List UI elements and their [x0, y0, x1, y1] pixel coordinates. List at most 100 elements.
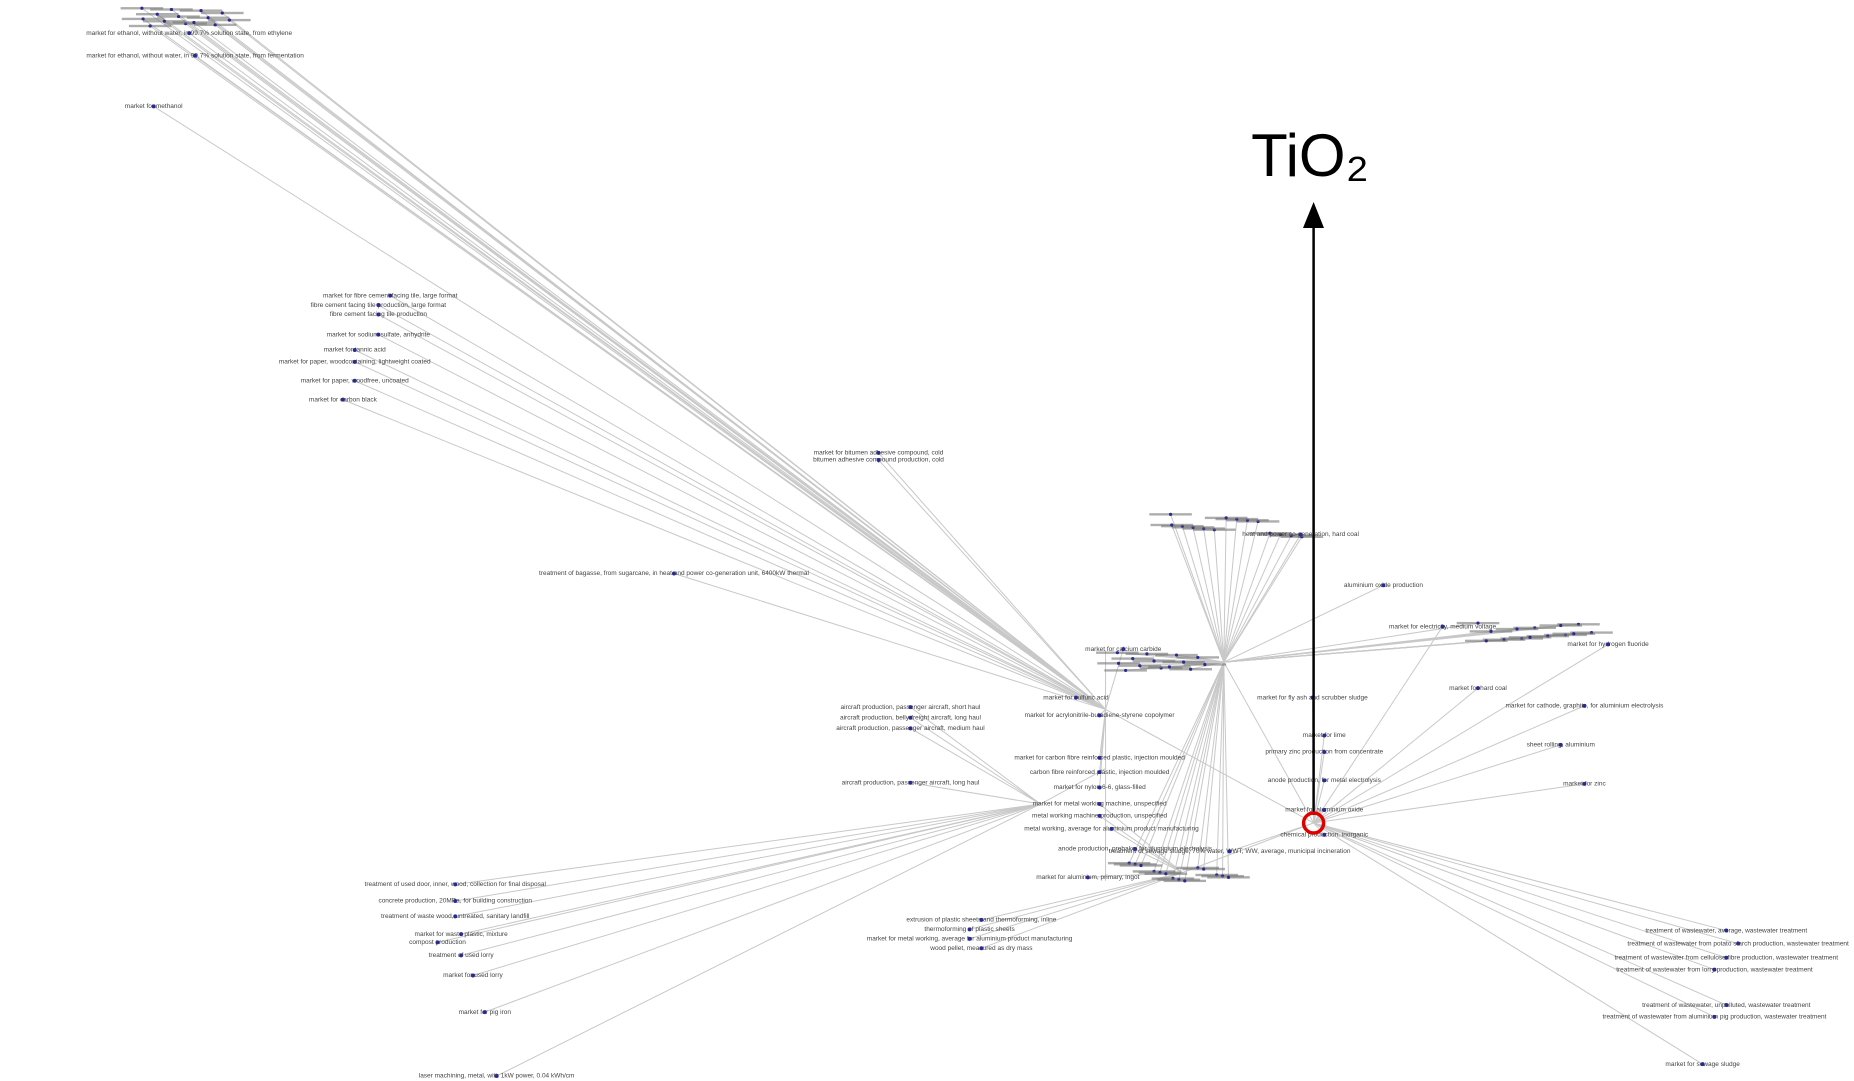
edge [1192, 527, 1225, 663]
node-dot [151, 104, 156, 109]
node-dot [1181, 660, 1186, 664]
edge [1313, 783, 1585, 824]
node-dot [1109, 826, 1114, 831]
edge [1099, 709, 1107, 788]
edge [1223, 520, 1248, 663]
edge [1140, 661, 1225, 866]
node-dot [435, 940, 440, 945]
node-dot [376, 312, 381, 317]
edge [1313, 744, 1561, 824]
edge [969, 872, 1183, 930]
edge [1313, 822, 1739, 945]
edge [1197, 662, 1225, 868]
node-dot [1712, 967, 1717, 972]
node-dot [1700, 1062, 1705, 1067]
node-dot [1475, 686, 1480, 691]
node-dot [192, 20, 196, 25]
node-dot [453, 914, 458, 919]
edge [1105, 708, 1314, 824]
edge [1223, 535, 1292, 663]
edge [221, 12, 1106, 710]
node-dot [1170, 523, 1174, 527]
node-dot [376, 332, 381, 337]
node-dot [967, 927, 972, 932]
edge [1184, 662, 1225, 881]
node-dot [1606, 642, 1611, 647]
edge [1153, 661, 1225, 872]
edge [1313, 822, 1325, 836]
edge [1203, 662, 1225, 870]
node-dot [1322, 778, 1327, 783]
edge [153, 105, 1106, 710]
node-dot [1582, 703, 1587, 708]
node-dot [1133, 846, 1138, 851]
node-dot [199, 9, 203, 13]
node-dot [1712, 1014, 1717, 1019]
edge [910, 706, 1041, 805]
edge [1313, 822, 1715, 971]
node-dot [1203, 662, 1207, 667]
edge [1313, 822, 1715, 1018]
node-dot [1085, 875, 1090, 880]
node-dot [1440, 624, 1445, 629]
overlay: TiO₂ [1251, 122, 1369, 835]
edge [378, 304, 1106, 710]
edge [188, 32, 1106, 710]
edge [1313, 687, 1479, 824]
node-dot [453, 882, 458, 887]
node-dot [1196, 655, 1200, 660]
node-dot [1724, 928, 1729, 933]
edge [1213, 529, 1225, 663]
node-dot [1227, 849, 1232, 854]
edge [342, 399, 1106, 710]
node-dot [155, 12, 159, 16]
edge [1223, 661, 1315, 824]
node-dot [1736, 941, 1741, 946]
edge [389, 295, 1106, 710]
edge [1171, 524, 1225, 663]
edge [1159, 661, 1225, 873]
arrow-label: TiO₂ [1251, 122, 1369, 189]
node-dot [876, 450, 881, 455]
node-dot [494, 1073, 499, 1078]
node-dot [352, 359, 357, 364]
nodes: market for ethanol, without water, in 99… [86, 6, 1849, 1080]
node-dot [220, 11, 224, 15]
node-dot [162, 19, 166, 23]
edge [194, 55, 1106, 710]
edge [1313, 822, 1727, 932]
edge [1313, 705, 1585, 824]
edge [910, 717, 1041, 805]
node-dot [1381, 583, 1386, 588]
edge [455, 803, 1041, 902]
node-dot [213, 23, 217, 27]
highlight-circle [1301, 811, 1326, 835]
node-dot [1489, 629, 1493, 634]
edge [1223, 622, 1479, 663]
node-dot [187, 31, 192, 36]
node-dot [1476, 621, 1480, 625]
node-dot [967, 936, 972, 941]
node-dot [140, 6, 144, 10]
edge [1223, 519, 1238, 663]
node-dot [1528, 635, 1532, 639]
node-dot [1097, 770, 1102, 775]
node-dot [1168, 512, 1173, 516]
edge [1313, 822, 1727, 959]
edge [1165, 662, 1225, 874]
edge [1040, 768, 1106, 805]
node-dot [908, 780, 913, 785]
edge [1222, 662, 1225, 877]
node-dot [1097, 785, 1102, 790]
node-dot [193, 53, 198, 58]
edge [910, 727, 1041, 805]
node-dot [1515, 627, 1519, 631]
node-dot [1724, 1003, 1729, 1008]
node-dot [1298, 532, 1303, 537]
node-dot [1097, 755, 1102, 760]
node-dot [1115, 651, 1119, 655]
node-dot [908, 705, 913, 710]
edge [1223, 517, 1227, 663]
edge [171, 9, 1106, 710]
